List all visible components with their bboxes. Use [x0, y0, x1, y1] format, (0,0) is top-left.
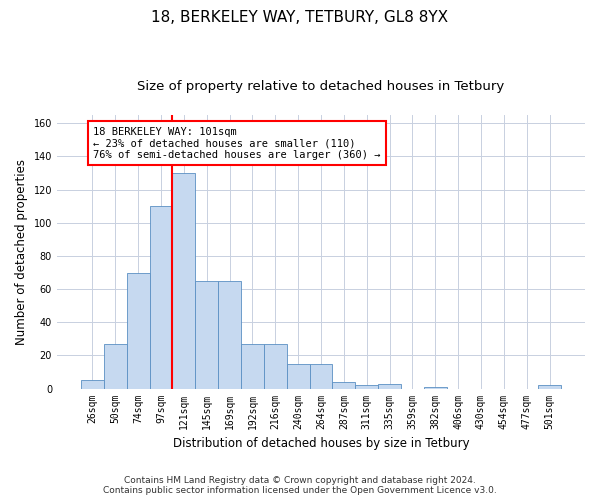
- Bar: [127, 272, 149, 388]
- Bar: [149, 206, 172, 388]
- X-axis label: Distribution of detached houses by size in Tetbury: Distribution of detached houses by size …: [173, 437, 469, 450]
- Bar: [81, 380, 104, 388]
- Bar: [241, 344, 264, 389]
- Bar: [355, 385, 378, 388]
- Text: 18, BERKELEY WAY, TETBURY, GL8 8YX: 18, BERKELEY WAY, TETBURY, GL8 8YX: [151, 10, 449, 25]
- Bar: [332, 382, 355, 388]
- Bar: [424, 387, 446, 388]
- Y-axis label: Number of detached properties: Number of detached properties: [15, 159, 28, 345]
- Bar: [264, 344, 287, 389]
- Bar: [287, 364, 310, 388]
- Text: 18 BERKELEY WAY: 101sqm
← 23% of detached houses are smaller (110)
76% of semi-d: 18 BERKELEY WAY: 101sqm ← 23% of detache…: [94, 126, 381, 160]
- Text: Contains HM Land Registry data © Crown copyright and database right 2024.
Contai: Contains HM Land Registry data © Crown c…: [103, 476, 497, 495]
- Bar: [218, 281, 241, 388]
- Bar: [104, 344, 127, 389]
- Bar: [172, 173, 195, 388]
- Bar: [195, 281, 218, 388]
- Title: Size of property relative to detached houses in Tetbury: Size of property relative to detached ho…: [137, 80, 505, 93]
- Bar: [538, 385, 561, 388]
- Bar: [378, 384, 401, 388]
- Bar: [310, 364, 332, 388]
